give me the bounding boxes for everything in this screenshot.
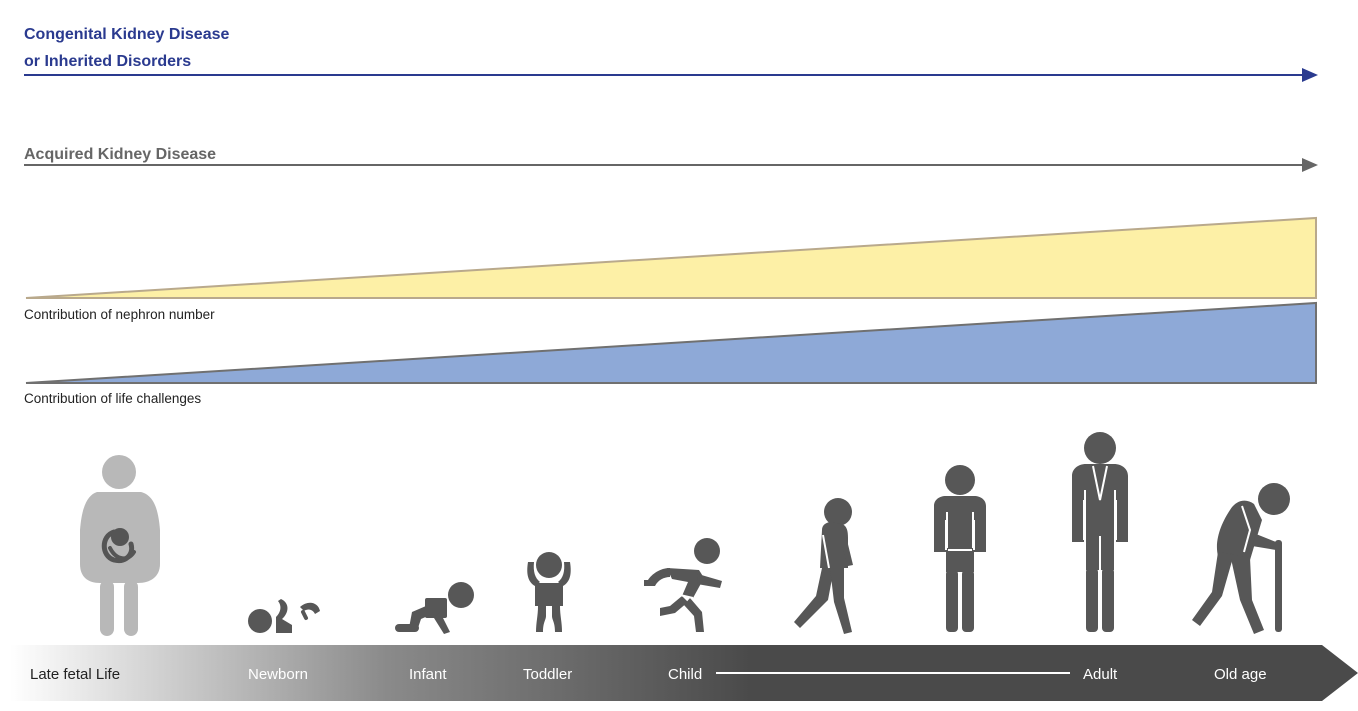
stage-late-fetal-life: Late fetal Life: [30, 666, 120, 683]
adult-standing-icon: [934, 465, 986, 632]
infant-crawling-icon: [395, 582, 474, 634]
stage-old-age: Old age: [1214, 666, 1267, 683]
toddler-arms-up-icon: [527, 552, 571, 632]
congenital-arrow-head: [1302, 68, 1318, 82]
life-challenges-wedge: [25, 301, 1317, 384]
child-running-icon: [644, 538, 722, 632]
old-person-with-cane-icon: [1192, 483, 1290, 634]
stage-newborn: Newborn: [248, 666, 308, 683]
timeline-band: [10, 645, 1358, 701]
acquired-label: Acquired Kidney Disease: [24, 146, 216, 163]
stage-toddler: Toddler: [523, 666, 572, 683]
stage-adult: Adult: [1083, 666, 1118, 683]
acquired-disease-arrow: Acquired Kidney Disease: [24, 146, 1318, 172]
stage-child: Child: [668, 666, 702, 683]
nephron-number-label: Contribution of nephron number: [24, 307, 215, 322]
newborn-lying-icon: [248, 599, 320, 633]
stage-infant: Infant: [409, 666, 447, 683]
congenital-label-line1: Congenital Kidney Disease: [24, 26, 229, 43]
acquired-arrow-head: [1302, 158, 1318, 172]
life-challenges-label: Contribution of life challenges: [24, 391, 201, 406]
congenital-label-line2: or Inherited Disorders: [24, 53, 191, 70]
pregnant-woman-with-fetus-icon: [80, 455, 160, 636]
tall-adult-standing-icon: [1072, 432, 1128, 632]
nephron-number-wedge: [25, 216, 1317, 299]
teen-walking-icon: [794, 498, 853, 634]
congenital-disease-arrow: Congenital Kidney Disease or Inherited D…: [24, 26, 1318, 82]
